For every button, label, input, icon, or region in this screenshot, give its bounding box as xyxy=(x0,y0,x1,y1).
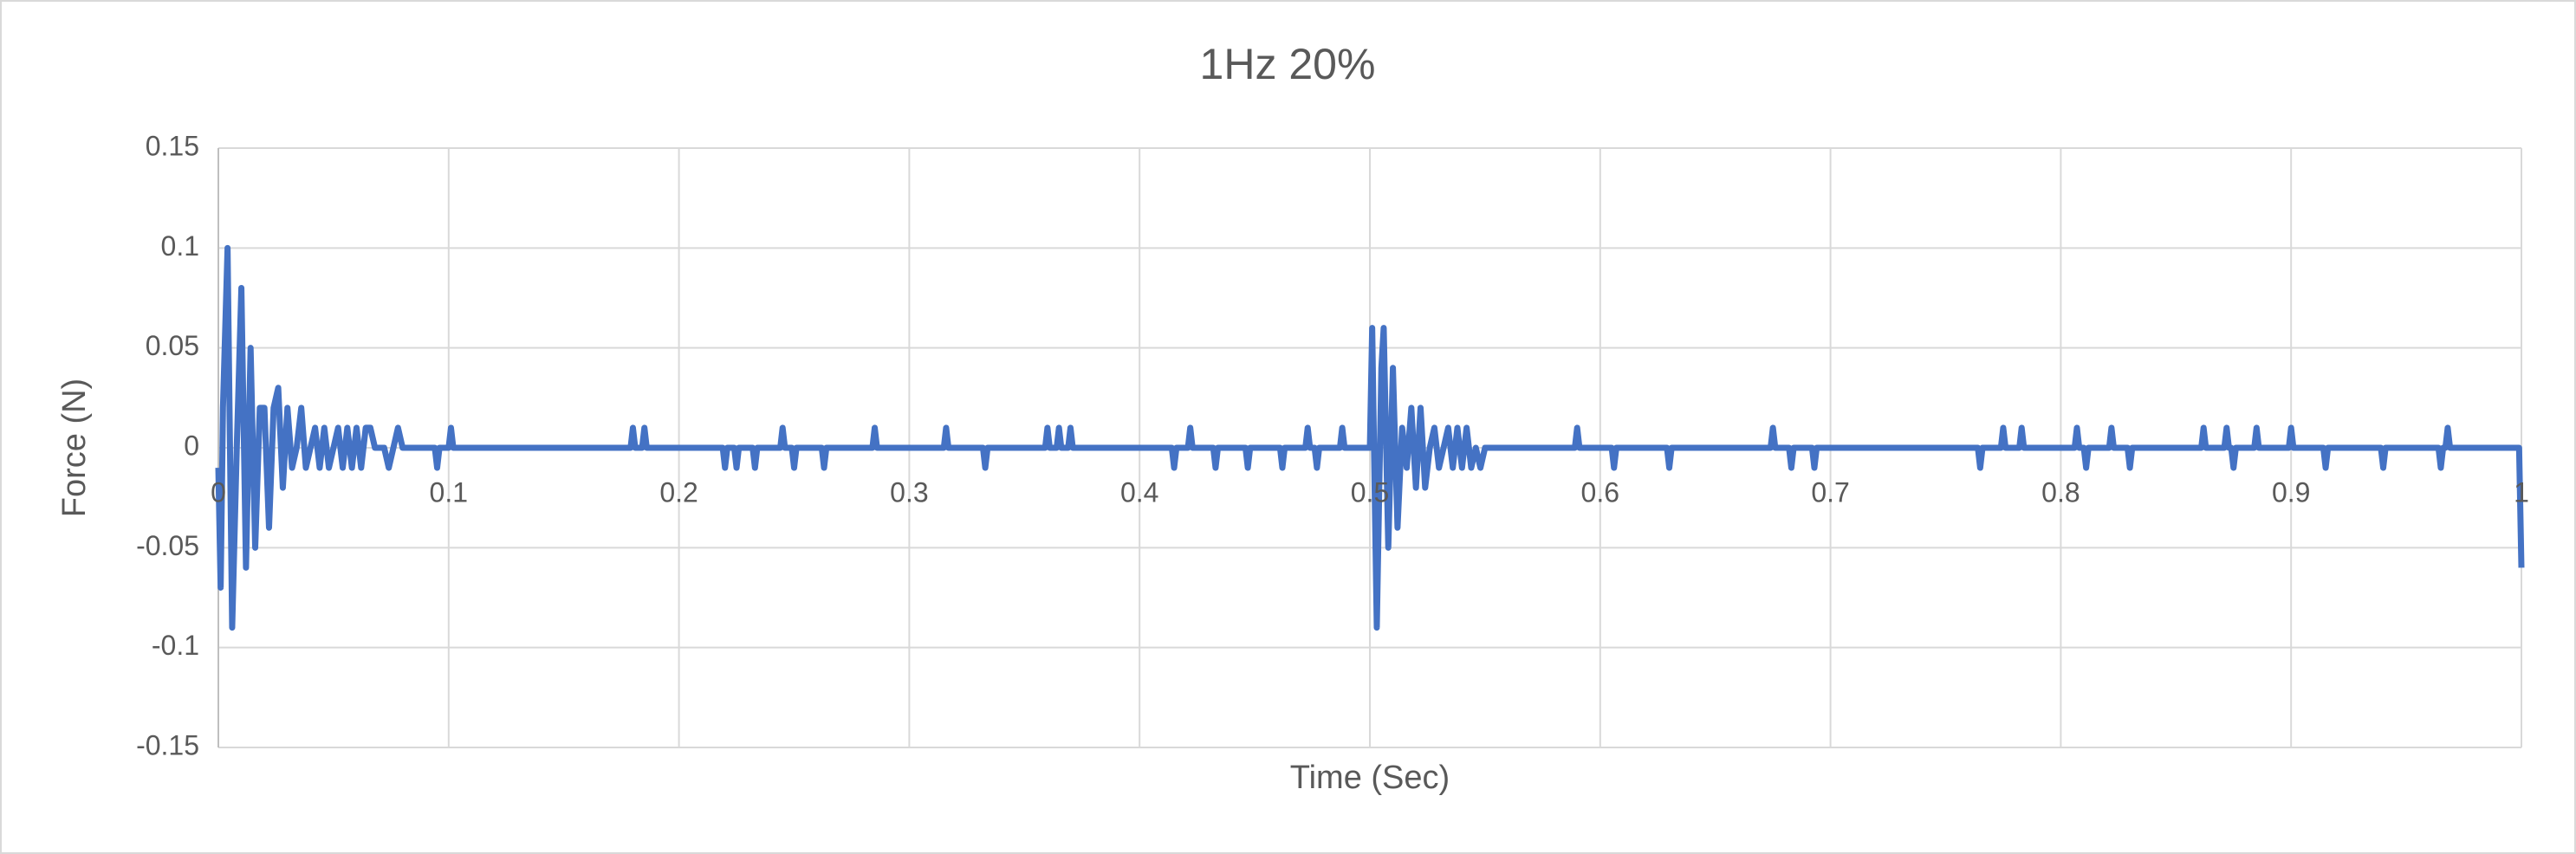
chart-title: 1Hz 20% xyxy=(1200,40,1376,88)
y-tick-label: 0.15 xyxy=(146,130,199,161)
y-axis-title: Force (N) xyxy=(56,378,93,517)
x-axis-title: Time (Sec) xyxy=(1290,760,1450,796)
x-tick-label: 0.4 xyxy=(1120,476,1158,508)
x-tick-label: 0.6 xyxy=(1581,476,1619,508)
x-tick-label: 0.9 xyxy=(2272,476,2310,508)
y-tick-label: 0.05 xyxy=(146,330,199,361)
y-tick-label: -0.05 xyxy=(136,530,199,561)
y-tick-label: 0.1 xyxy=(161,230,199,262)
x-tick-label: 0.7 xyxy=(1811,476,1849,508)
x-tick-label: 0.1 xyxy=(430,476,468,508)
x-tick-label: 1 xyxy=(2514,476,2529,508)
plot-area xyxy=(215,244,2525,631)
data-line xyxy=(215,244,2525,631)
y-tick-label: 0 xyxy=(184,430,199,461)
x-tick-label: 0 xyxy=(211,476,226,508)
x-tick-label: 0.5 xyxy=(1351,476,1389,508)
x-tick-label: 0.2 xyxy=(659,476,698,508)
y-tick-label: -0.15 xyxy=(136,729,199,760)
x-tick-label: 0.3 xyxy=(890,476,928,508)
tick-labels: -0.15 -0.1 -0.05 0 0.05 0.1 0.15 0 0.1 0.2 0.3 0.4 0… xyxy=(136,130,2529,760)
y-tick-label: -0.1 xyxy=(152,630,199,661)
x-tick-label: 0.8 xyxy=(2041,476,2080,508)
